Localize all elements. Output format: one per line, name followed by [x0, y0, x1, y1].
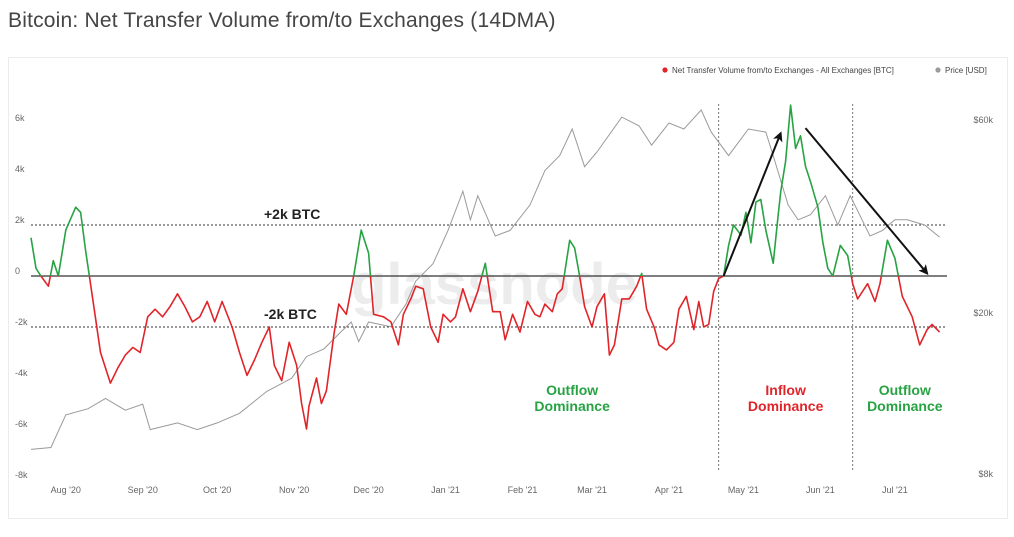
y-right-tick-label: $8k — [978, 469, 993, 479]
chart-card: Net Transfer Volume from/to Exchanges - … — [8, 57, 1008, 519]
net-transfer-series — [30, 104, 941, 430]
price-series — [30, 109, 940, 450]
x-tick-label: Dec '20 — [353, 485, 383, 495]
x-tick-label: Mar '21 — [577, 485, 607, 495]
x-tick-label: Oct '20 — [203, 485, 231, 495]
trend-arrow — [804, 127, 929, 275]
x-tick-label: Jan '21 — [431, 485, 460, 495]
x-tick-label: Feb '21 — [508, 485, 538, 495]
y-left-tick-label: 4k — [15, 164, 25, 174]
legend-net-label: Net Transfer Volume from/to Exchanges - … — [672, 66, 894, 75]
axes: 6k 4k 2k 0 -2k -4k -6k -8k $60k $20k $8k Aug '20 Sep… — [15, 113, 993, 495]
y-left-tick-label: 2k — [15, 215, 25, 225]
trend-arrow — [722, 131, 783, 277]
legend-price-label: Price [USD] — [945, 66, 987, 75]
watermark: glassnode — [351, 252, 638, 317]
reference-line-label: +2k BTC — [264, 206, 320, 222]
x-tick-label: Aug '20 — [51, 485, 81, 495]
net-line-positive — [30, 104, 900, 276]
x-tick-label: Sep '20 — [128, 485, 158, 495]
legend-net-marker — [662, 67, 668, 73]
price-line — [30, 109, 940, 450]
legend: Net Transfer Volume from/to Exchanges - … — [662, 66, 987, 75]
dominance-label: Dominance — [534, 398, 610, 414]
y-left-tick-label: -2k — [15, 317, 28, 327]
x-tick-label: Jun '21 — [806, 485, 835, 495]
y-right-tick-label: $20k — [973, 308, 993, 318]
x-tick-label: Jul '21 — [882, 485, 908, 495]
legend-price-marker — [935, 67, 941, 73]
y-left-tick-label: 6k — [15, 113, 25, 123]
y-left-tick-label: 0 — [15, 266, 20, 276]
y-left-tick-label: -4k — [15, 368, 28, 378]
page-title: Bitcoin: Net Transfer Volume from/to Exc… — [8, 9, 556, 32]
dominance-label: Inflow — [765, 382, 806, 398]
dominance-label: Dominance — [748, 398, 824, 414]
y-left-tick-label: -6k — [15, 419, 28, 429]
guide-lines: +2k BTC -2k BTC — [31, 104, 947, 471]
x-tick-label: Nov '20 — [279, 485, 309, 495]
x-tick-label: May '21 — [728, 485, 759, 495]
annotations: OutflowDominanceInflowDominanceOutflowDo… — [534, 127, 943, 414]
reference-line-label: -2k BTC — [264, 306, 317, 322]
dominance-label: Outflow — [546, 382, 598, 398]
dominance-label: Outflow — [879, 382, 931, 398]
net-transfer-chart: Net Transfer Volume from/to Exchanges - … — [15, 66, 993, 495]
x-tick-label: Apr '21 — [655, 485, 683, 495]
dominance-label: Dominance — [867, 398, 943, 414]
net-line-negative — [39, 276, 941, 430]
y-right-tick-label: $60k — [973, 115, 993, 125]
y-left-tick-label: -8k — [15, 470, 28, 480]
